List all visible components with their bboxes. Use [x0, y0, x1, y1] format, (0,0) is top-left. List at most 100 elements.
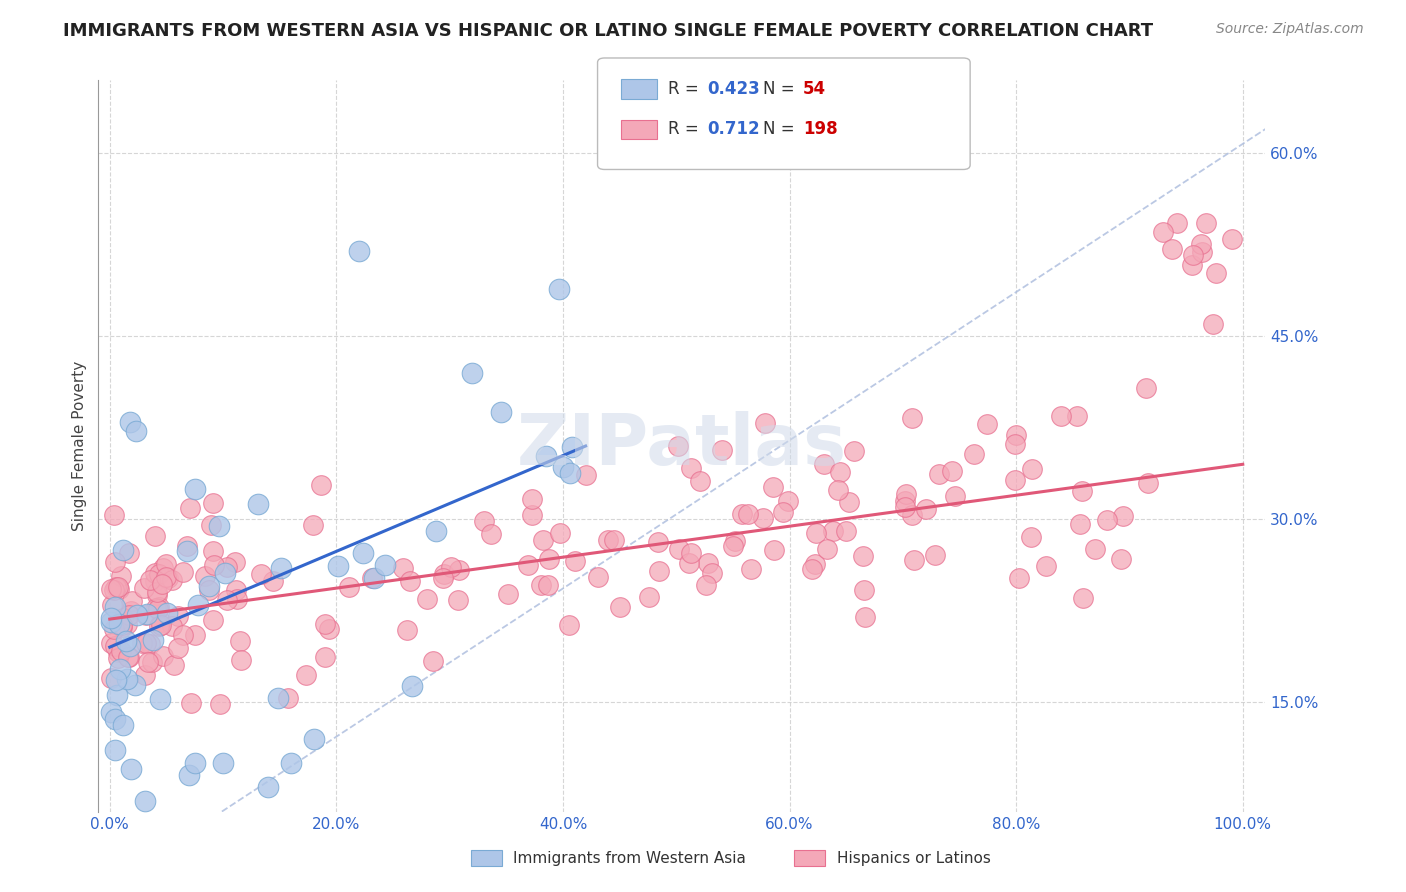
Point — [842, 444, 865, 458]
Point — [152, 561, 174, 575]
Point — [1135, 381, 1157, 395]
Point — [187, 599, 209, 613]
Point — [679, 460, 702, 475]
Point — [302, 517, 325, 532]
Point — [711, 442, 734, 457]
Point — [217, 592, 239, 607]
Text: 54: 54 — [803, 80, 825, 98]
Point — [928, 467, 950, 482]
Text: ZIPatlas: ZIPatlas — [517, 411, 846, 481]
Point — [202, 496, 225, 510]
Point — [302, 731, 325, 746]
Point — [107, 651, 129, 665]
Point — [361, 571, 384, 585]
Point — [105, 581, 128, 595]
Point — [124, 425, 146, 439]
Point — [118, 608, 141, 623]
Point — [179, 500, 201, 515]
Point — [257, 780, 280, 795]
Text: Immigrants from Western Asia: Immigrants from Western Asia — [513, 851, 747, 865]
Point — [762, 480, 785, 494]
Point — [201, 544, 224, 558]
Point — [173, 628, 195, 642]
Point — [328, 559, 350, 574]
Point — [103, 622, 125, 636]
Point — [901, 411, 924, 425]
Point — [224, 555, 246, 569]
Point — [561, 440, 583, 454]
Point — [138, 573, 160, 587]
Point — [1073, 591, 1095, 606]
Point — [560, 466, 582, 480]
Point — [142, 632, 165, 647]
Point — [100, 582, 122, 596]
Point — [924, 549, 946, 563]
Point — [295, 668, 318, 682]
Point — [172, 565, 194, 579]
Point — [184, 482, 207, 496]
Point — [516, 558, 538, 572]
Point — [551, 460, 574, 475]
Point — [823, 524, 845, 538]
Point — [263, 574, 285, 588]
Point — [120, 415, 142, 429]
Point — [134, 794, 156, 808]
Point — [180, 696, 202, 710]
Point — [150, 577, 173, 591]
Point — [111, 620, 134, 634]
Point — [103, 600, 125, 615]
Point — [148, 566, 170, 581]
Point — [107, 645, 129, 659]
Point — [564, 554, 586, 568]
Point — [1202, 317, 1225, 331]
Point — [851, 549, 873, 564]
Point — [894, 494, 917, 508]
Point — [838, 495, 860, 509]
Point — [737, 507, 759, 521]
Point — [177, 768, 200, 782]
Point — [314, 616, 336, 631]
Point — [1084, 541, 1107, 556]
Point — [118, 649, 141, 664]
Point — [132, 581, 155, 595]
Point — [834, 524, 856, 538]
Point — [531, 533, 554, 548]
Point — [1137, 475, 1160, 490]
Point — [103, 508, 125, 522]
Point — [212, 756, 235, 770]
Point — [136, 607, 159, 622]
Point — [111, 617, 134, 632]
Point — [280, 756, 302, 770]
Point — [638, 591, 661, 605]
Point — [547, 282, 569, 296]
Point — [449, 563, 471, 577]
Point — [135, 636, 157, 650]
Point — [111, 718, 134, 732]
Point — [1069, 517, 1091, 532]
Point — [143, 566, 166, 581]
Point — [270, 561, 292, 575]
Point — [120, 604, 142, 618]
Point — [1205, 266, 1227, 280]
Point — [1035, 559, 1057, 574]
Point — [197, 582, 219, 597]
Point — [114, 633, 136, 648]
Point — [208, 518, 231, 533]
Point — [763, 543, 786, 558]
Point — [146, 602, 169, 616]
Point — [422, 654, 444, 668]
Point — [681, 546, 703, 560]
Point — [250, 566, 273, 581]
Point — [432, 571, 454, 585]
Point — [697, 556, 720, 570]
Point — [125, 608, 148, 623]
Point — [100, 611, 122, 625]
Point — [439, 559, 461, 574]
Point — [135, 607, 157, 622]
Text: 0.712: 0.712 — [707, 120, 759, 138]
Text: IMMIGRANTS FROM WESTERN ASIA VS HISPANIC OR LATINO SINGLE FEMALE POVERTY CORRELA: IMMIGRANTS FROM WESTERN ASIA VS HISPANIC… — [63, 22, 1153, 40]
Point — [520, 508, 543, 522]
Point — [522, 491, 544, 506]
Point — [156, 606, 179, 620]
Point — [668, 542, 690, 557]
